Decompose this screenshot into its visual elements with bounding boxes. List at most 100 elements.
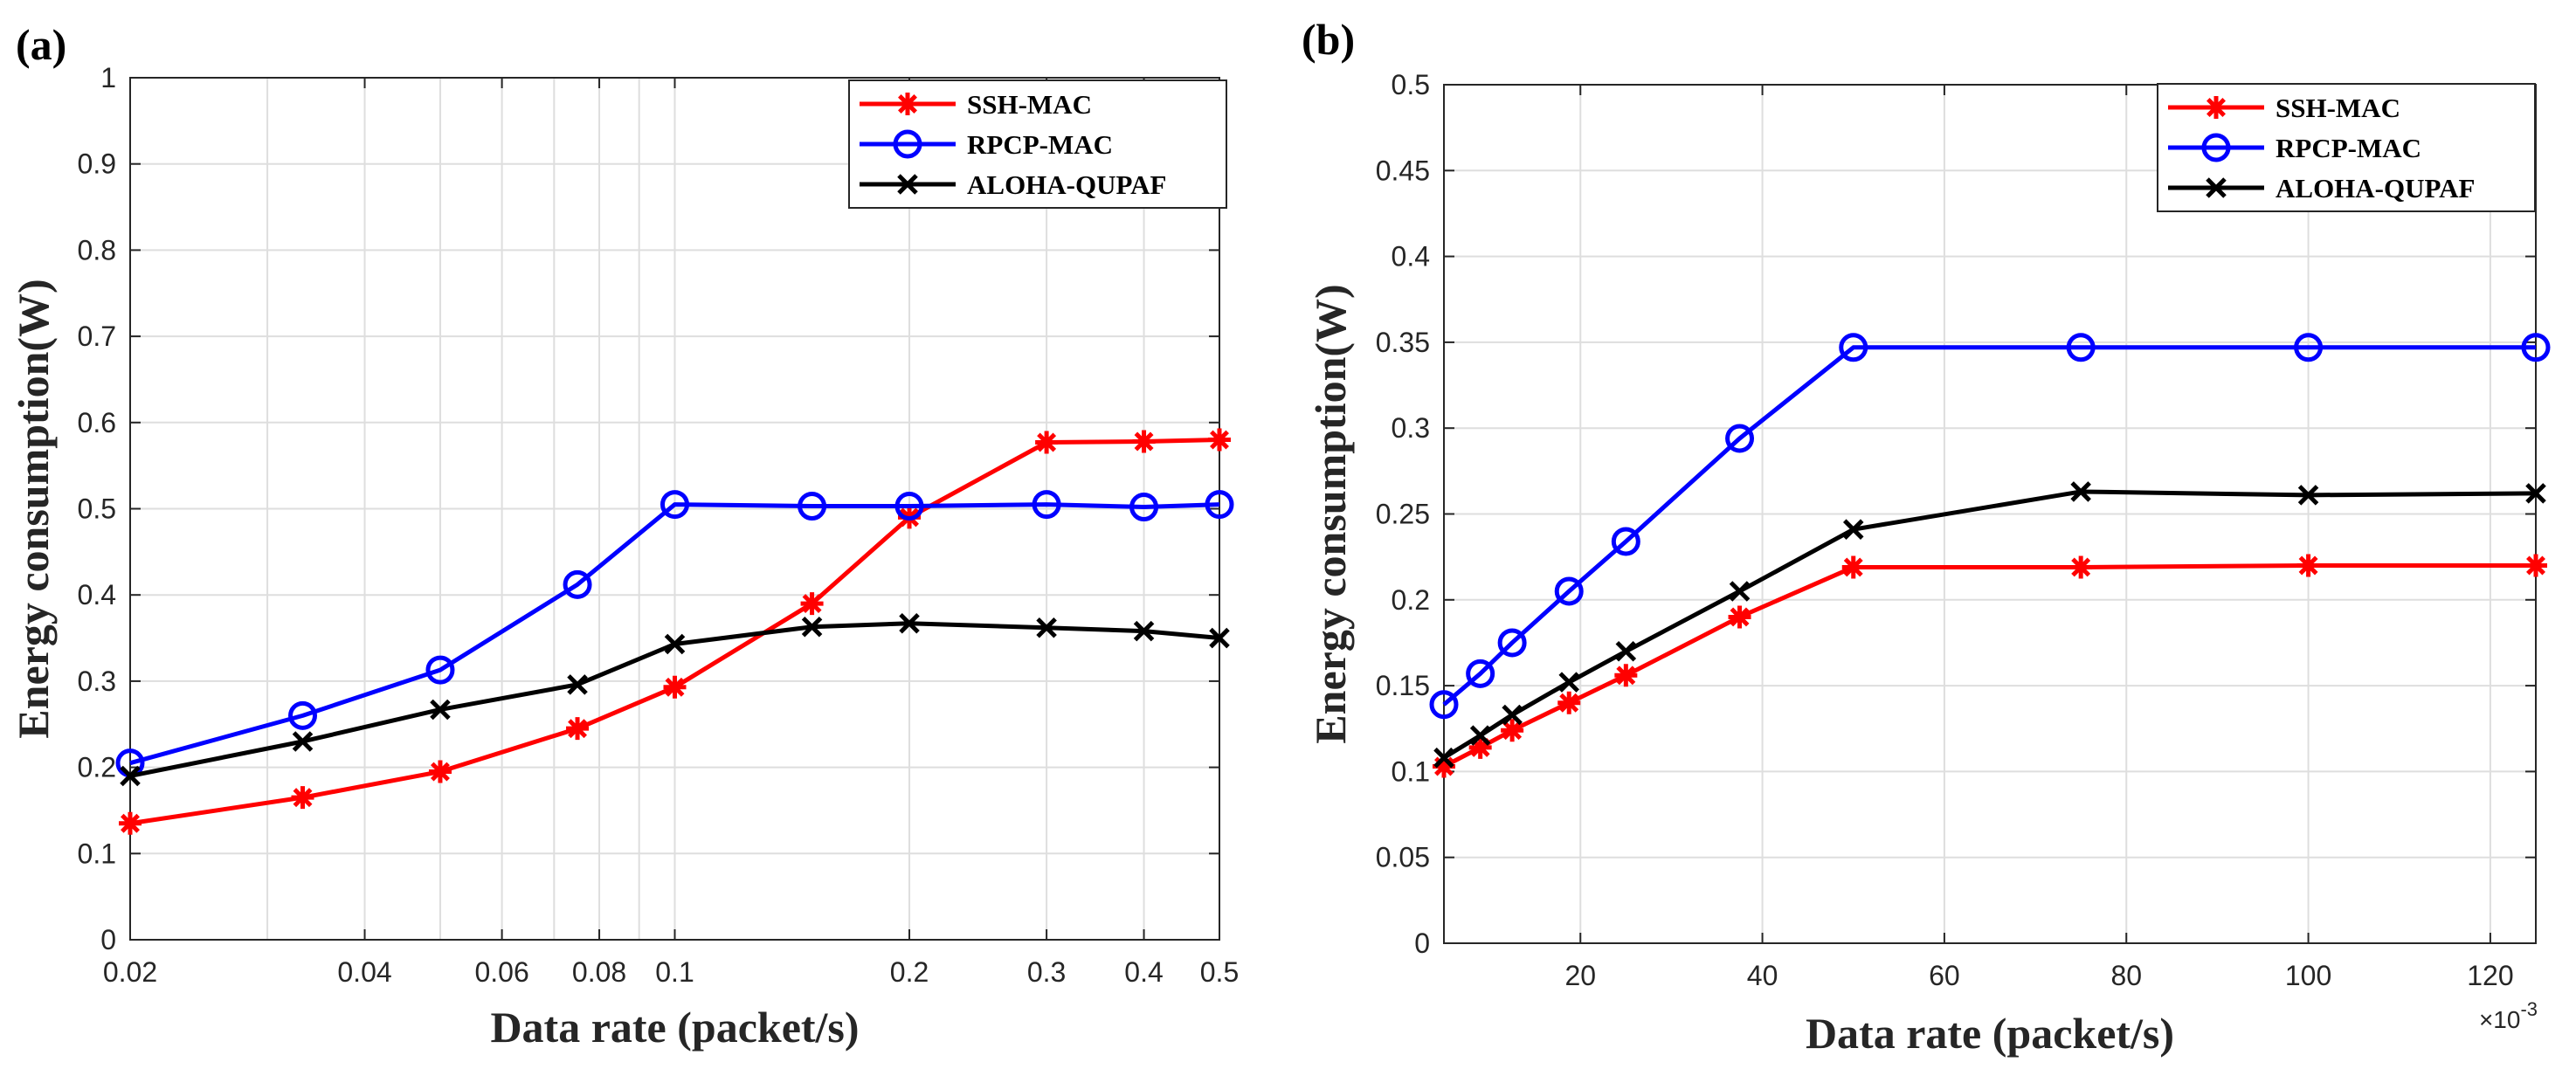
- y-tick-label: 0: [100, 924, 116, 955]
- series-rpcp-mac: [115, 490, 1234, 778]
- x-tick-label: 80: [2110, 960, 2142, 991]
- data-point: [899, 613, 920, 634]
- legend-label: SSH-MAC: [967, 89, 1092, 120]
- y-tick-label: 0.1: [78, 838, 116, 869]
- legend-label: ALOHA-QUPAF: [967, 169, 1166, 200]
- data-point: [1433, 755, 1455, 778]
- x-tick-label: 0.5: [1200, 956, 1239, 988]
- data-point: [1554, 576, 1584, 606]
- data-point: [1841, 555, 1865, 579]
- data-point: [1725, 424, 1755, 453]
- y-tick-label: 0.1: [1392, 755, 1430, 787]
- legend-label: RPCP-MAC: [967, 129, 1113, 160]
- data-point: [800, 592, 824, 616]
- x-tick-label: 40: [1747, 960, 1778, 991]
- data-point: [1133, 620, 1155, 642]
- y-tick-label: 0: [1414, 928, 1430, 959]
- panel-label: (a): [16, 20, 66, 69]
- x-axis-label: Data rate (packet/s): [490, 1003, 859, 1052]
- data-point: [2069, 555, 2093, 579]
- data-point: [1429, 690, 1459, 720]
- y-tick-label: 0.15: [1376, 670, 1430, 701]
- y-tick-label: 0.4: [78, 579, 116, 610]
- series-rpcp-mac: [1429, 333, 2551, 720]
- data-point: [1129, 493, 1159, 522]
- chart-panel-a: 0.02 0.04 0.06 0.08 0.1 0.2 0.3 0.4 0.5 0 0.1 0.2 0.…: [9, 20, 1239, 1052]
- data-point: [567, 674, 588, 695]
- x-tick-label: 20: [1564, 960, 1596, 991]
- data-point: [2521, 333, 2551, 362]
- legend-marker: [893, 129, 922, 159]
- data-point: [1208, 428, 1231, 452]
- legend-label: ALOHA-QUPAF: [2276, 173, 2475, 203]
- series-line: [1442, 489, 2537, 760]
- data-point: [120, 765, 141, 787]
- data-point: [1558, 672, 1579, 693]
- data-point: [1615, 641, 1637, 662]
- legend-label: RPCP-MAC: [2276, 133, 2421, 163]
- series-line: [129, 502, 1220, 766]
- y-tick-label: 0.3: [78, 666, 116, 697]
- data-point: [1468, 735, 1492, 759]
- data-point: [1433, 747, 1454, 769]
- x-tick-label: 0.04: [337, 956, 391, 988]
- x-tick-label: 0.06: [474, 956, 528, 988]
- legend: SSH-MAC RPCP-MAC ALOHA-QUPAF: [2157, 83, 2536, 212]
- legend-entry: SSH-MAC: [2168, 93, 2400, 123]
- y-tick-label: 0.3: [1392, 412, 1430, 444]
- data-point: [2296, 554, 2320, 577]
- y-tick-label: 0.4: [1392, 241, 1430, 272]
- data-point: [1469, 725, 1491, 746]
- data-point: [1728, 605, 1751, 629]
- legend-label: SSH-MAC: [2276, 93, 2400, 123]
- data-point: [288, 700, 318, 730]
- legend-entry: RPCP-MAC: [2168, 133, 2421, 163]
- data-point: [428, 760, 452, 783]
- legend-marker: [2201, 133, 2231, 162]
- series-line: [1442, 562, 2536, 769]
- legend-marker: [897, 174, 918, 195]
- y-tick-label: 1: [100, 62, 116, 93]
- series-ssh-mac: [1433, 554, 2547, 778]
- data-point: [2294, 333, 2324, 362]
- data-point: [1205, 490, 1234, 520]
- y-tick-label: 0.2: [78, 752, 116, 783]
- legend-entry: ALOHA-QUPAF: [2168, 173, 2475, 203]
- x-tick-label: 0.4: [1124, 956, 1163, 988]
- y-tick-label: 0.8: [78, 234, 116, 266]
- data-point: [1466, 659, 1495, 688]
- data-point: [1209, 627, 1230, 649]
- series-line: [1442, 345, 2536, 707]
- x-tick-label: 120: [2467, 960, 2513, 991]
- data-point: [2070, 481, 2091, 502]
- data-point: [2525, 483, 2546, 504]
- y-tick-label: 0.2: [1392, 584, 1430, 616]
- data-point: [1132, 430, 1156, 453]
- y-tick-label: 0.35: [1376, 327, 1430, 358]
- y-axis-label: Energy consumption(W): [1306, 284, 1355, 743]
- data-point: [430, 699, 451, 721]
- data-point: [1614, 664, 1638, 687]
- data-point: [1729, 581, 1751, 602]
- x-tick-label: 0.1: [655, 956, 694, 988]
- data-point: [660, 490, 689, 520]
- data-point: [664, 633, 686, 655]
- data-point: [566, 717, 590, 741]
- data-point: [2524, 554, 2547, 577]
- data-point: [1032, 490, 1061, 520]
- data-point: [292, 731, 314, 752]
- data-point: [798, 492, 827, 521]
- chart-panel-b: 20 40 60 80 100 120 0 0.05 0.1 0.15 0.2 0.25 0.3 0.35…: [1302, 15, 2551, 1058]
- legend-entry: ALOHA-QUPAF: [860, 169, 1166, 200]
- legend-entry: SSH-MAC: [860, 89, 1092, 120]
- legend-marker: [2205, 96, 2227, 119]
- data-point: [801, 616, 823, 638]
- y-tick-label: 0.25: [1376, 499, 1430, 530]
- x-tick-label: 0.08: [572, 956, 626, 988]
- legend: SSH-MAC RPCP-MAC ALOHA-QUPAF: [848, 79, 1227, 209]
- data-point: [1502, 704, 1523, 726]
- data-point: [563, 569, 592, 599]
- data-point: [1611, 527, 1640, 556]
- data-point: [1035, 431, 1059, 454]
